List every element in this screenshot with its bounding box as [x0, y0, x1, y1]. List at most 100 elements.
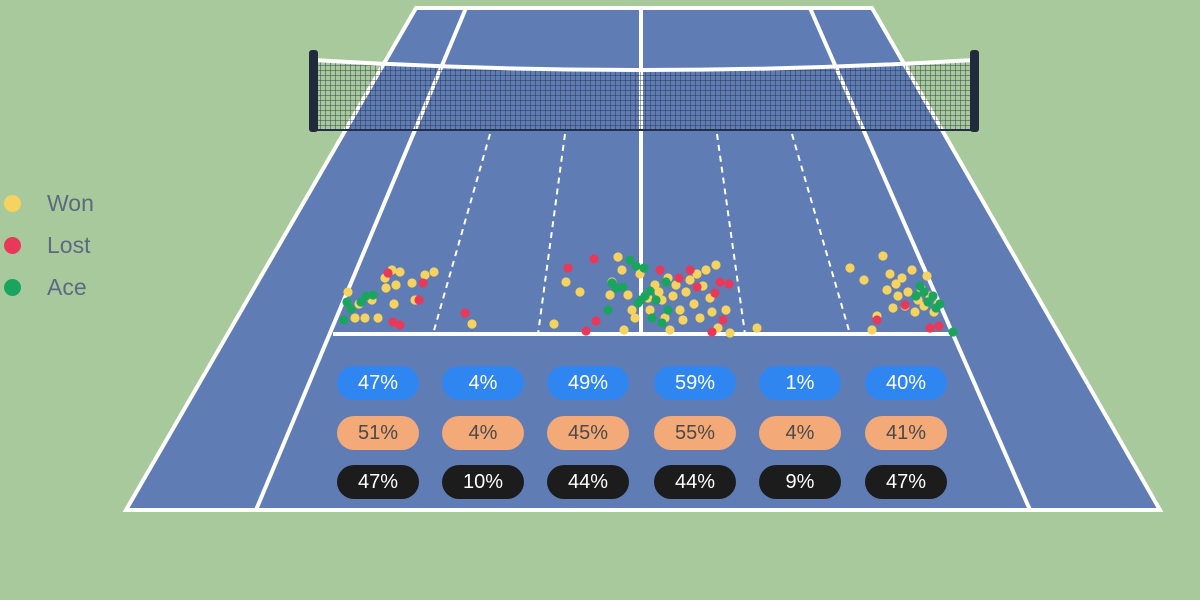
- serve-point-won: [575, 287, 585, 297]
- ace-dot-icon: [4, 278, 21, 296]
- serve-point-ace: [645, 286, 655, 296]
- serve-point-won: [910, 307, 920, 317]
- serve-point-lost: [692, 282, 702, 292]
- serve-point-won: [689, 299, 699, 309]
- serve-point-ace: [346, 304, 356, 314]
- serve-point-ace: [368, 290, 378, 300]
- serve-point-lost: [900, 300, 910, 310]
- serve-point-ace: [339, 315, 349, 325]
- serve-point-won: [671, 280, 681, 290]
- serve-point-won: [675, 305, 685, 315]
- serve-point-won: [903, 287, 913, 297]
- zone-divider: [432, 133, 491, 335]
- serve-point-won: [395, 267, 405, 277]
- serve-point-won: [681, 287, 691, 297]
- serve-point-ace: [911, 291, 921, 301]
- serve-point-ace: [651, 295, 661, 305]
- serve-point-ace: [663, 305, 673, 315]
- legend-label: Lost: [47, 231, 91, 258]
- serve-point-won: [907, 265, 917, 275]
- lost-dot-icon: [4, 236, 21, 254]
- serve-point-lost: [414, 295, 424, 305]
- serve-point-won: [888, 303, 898, 313]
- serve-point-lost: [395, 320, 405, 330]
- serve-point-won: [407, 278, 417, 288]
- serve-point-lost: [872, 315, 882, 325]
- serve-point-lost: [591, 316, 601, 326]
- serve-point-won: [885, 269, 895, 279]
- serve-point-ace: [928, 291, 938, 301]
- serve-point-won: [350, 313, 360, 323]
- serve-point-won: [389, 299, 399, 309]
- serve-point-won: [549, 319, 559, 329]
- legend-item-ace: Ace: [4, 266, 94, 308]
- serve-point-won: [619, 325, 629, 335]
- serve-point-won: [561, 277, 571, 287]
- serve-point-lost: [715, 277, 725, 287]
- serve-point-lost: [934, 321, 944, 331]
- court-outline: [122, 6, 1164, 512]
- serve-point-won: [605, 290, 615, 300]
- serve-point-lost: [710, 288, 720, 298]
- serve-point-ace: [661, 277, 671, 287]
- legend: Won Lost Ace: [4, 182, 94, 308]
- serve-point-won: [685, 275, 695, 285]
- serve-point-won: [627, 305, 637, 315]
- serve-point-won: [420, 270, 430, 280]
- serve-point-won: [878, 251, 888, 261]
- serve-point-lost: [388, 317, 398, 327]
- serve-point-won: [893, 291, 903, 301]
- serve-point-won: [360, 313, 370, 323]
- serve-point-won: [692, 269, 702, 279]
- serve-point-lost: [685, 265, 695, 275]
- serve-point-won: [429, 267, 439, 277]
- serve-point-won: [623, 290, 633, 300]
- net: [313, 58, 975, 131]
- serve-point-lost: [581, 326, 591, 336]
- serve-point-won: [391, 280, 401, 290]
- serve-point-ace: [935, 299, 945, 309]
- serve-point-won: [654, 287, 664, 297]
- right-net-post: [970, 50, 979, 132]
- serve-point-won: [645, 305, 655, 315]
- serve-point-ace: [618, 282, 628, 292]
- serve-point-won: [725, 328, 735, 338]
- serve-point-won: [701, 265, 711, 275]
- serve-point-won: [467, 319, 477, 329]
- serve-point-won: [711, 260, 721, 270]
- serve-point-lost: [674, 273, 684, 283]
- serve-point-ace: [361, 291, 371, 301]
- serve-point-won: [882, 285, 892, 295]
- legend-item-won: Won: [4, 182, 94, 224]
- serve-point-won: [845, 263, 855, 273]
- serve-point-won: [613, 252, 623, 262]
- serve-point-won: [897, 273, 907, 283]
- serve-point-ace: [919, 287, 929, 297]
- serve-point-won: [891, 279, 901, 289]
- serve-point-ace: [342, 297, 352, 307]
- serve-point-won: [668, 291, 678, 301]
- serve-point-ace: [603, 305, 613, 315]
- serve-points: [339, 251, 958, 338]
- serve-point-won: [343, 287, 353, 297]
- legend-label: Ace: [47, 273, 87, 300]
- zone-divider: [537, 133, 566, 335]
- legend-label: Won: [47, 189, 94, 216]
- serve-point-won: [859, 275, 869, 285]
- won-dot-icon: [4, 194, 21, 212]
- serve-point-won: [630, 313, 640, 323]
- serve-point-won: [721, 305, 731, 315]
- serve-point-lost: [460, 308, 470, 318]
- serve-point-lost: [655, 265, 665, 275]
- serve-point-lost: [589, 254, 599, 264]
- serve-point-ace: [647, 313, 657, 323]
- serve-point-lost: [724, 279, 734, 289]
- serve-point-ace: [631, 261, 641, 271]
- serve-point-won: [665, 325, 675, 335]
- zone-divider: [791, 133, 851, 335]
- zone-divider: [716, 133, 746, 335]
- serve-point-lost: [418, 278, 428, 288]
- serve-point-won: [867, 325, 877, 335]
- legend-item-lost: Lost: [4, 224, 94, 266]
